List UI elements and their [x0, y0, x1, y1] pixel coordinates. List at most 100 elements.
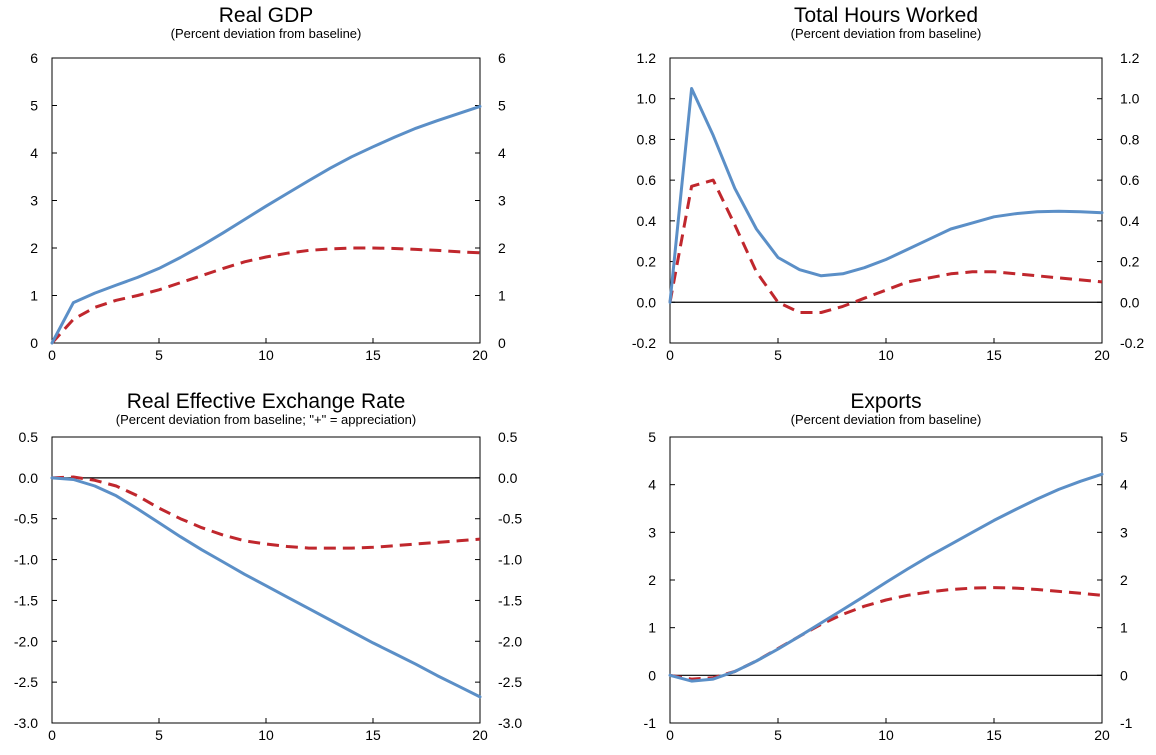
- plot-frame: [669, 436, 1103, 724]
- y-tick-label-left: -0.2: [632, 335, 656, 351]
- x-tick-label: 10: [878, 727, 894, 743]
- y-tick-label-left: -3.0: [14, 715, 38, 731]
- chart-subtitle: (Percent deviation from baseline): [791, 412, 982, 427]
- y-tick-label-right: 5: [498, 98, 506, 114]
- x-tick-label: 5: [155, 347, 163, 363]
- x-tick-label: 10: [258, 347, 274, 363]
- y-tick-label-right: 2: [1120, 572, 1128, 588]
- y-tick-label-left: 2: [30, 240, 38, 256]
- plot-frame: [669, 57, 1103, 344]
- y-tick-label-left: -2.5: [14, 674, 38, 690]
- y-tick-label-right: 0.2: [1120, 254, 1140, 270]
- y-tick-label-right: -3.0: [498, 715, 522, 731]
- x-tick-label: 20: [1094, 347, 1110, 363]
- x-tick-label: 0: [666, 727, 674, 743]
- y-tick-label-left: -1.0: [14, 552, 38, 568]
- series-line-dashed: [669, 586, 1103, 681]
- y-tick-label-left: 3: [30, 193, 38, 209]
- chart-title: Real Effective Exchange Rate: [127, 390, 406, 413]
- y-tick-label-left: -1.5: [14, 592, 38, 608]
- y-tick-label-right: 1.0: [1120, 91, 1140, 107]
- y-tick-label-left: 0.0: [19, 470, 39, 486]
- x-tick-label: 20: [472, 727, 488, 743]
- chart-subtitle: (Percent deviation from baseline): [791, 26, 982, 41]
- y-tick-label-right: 0.0: [1120, 294, 1140, 310]
- y-tick-label-left: 0.6: [637, 172, 657, 188]
- x-tick-label: 15: [365, 347, 381, 363]
- x-tick-label: 0: [666, 347, 674, 363]
- series-line-dashed: [50, 246, 481, 345]
- y-tick-label-left: 0: [30, 335, 38, 351]
- series-line-dashed: [668, 178, 1103, 314]
- y-tick-label-left: -1: [644, 715, 657, 731]
- y-tick-label-right: -2.0: [498, 633, 522, 649]
- y-tick-label-left: 4: [648, 477, 656, 493]
- y-tick-label-left: 0.0: [637, 294, 657, 310]
- y-tick-label-left: 1: [30, 288, 38, 304]
- x-tick-label: 0: [48, 347, 56, 363]
- x-tick-label: 5: [774, 727, 782, 743]
- y-tick-label-left: 2: [648, 572, 656, 588]
- series-line-solid: [50, 104, 482, 345]
- chart-title: Exports: [850, 390, 921, 413]
- y-tick-label-left: 0.4: [637, 213, 657, 229]
- x-tick-label: 15: [986, 727, 1002, 743]
- y-tick-label-right: -1.0: [498, 552, 522, 568]
- y-tick-label-right: -0.2: [1120, 335, 1144, 351]
- x-tick-label: 5: [774, 347, 782, 363]
- y-tick-label-right: 1.2: [1120, 50, 1140, 66]
- x-tick-label: 0: [48, 727, 56, 743]
- y-tick-label-left: 1.2: [637, 50, 657, 66]
- chart-panel-3: Real Effective Exchange Rate(Percent dev…: [14, 390, 522, 743]
- series-line-solid: [50, 476, 482, 699]
- y-tick-label-right: -2.5: [498, 674, 522, 690]
- y-tick-label-left: 4: [30, 145, 38, 161]
- y-tick-label-right: -1: [1120, 715, 1133, 731]
- y-tick-label-right: 3: [1120, 524, 1128, 540]
- y-tick-label-right: 0.8: [1120, 131, 1140, 147]
- x-tick-label: 10: [878, 347, 894, 363]
- y-tick-label-right: -0.5: [498, 511, 522, 527]
- chart-panel-2: Total Hours Worked(Percent deviation fro…: [632, 4, 1144, 363]
- x-tick-label: 20: [472, 347, 488, 363]
- x-tick-label: 15: [365, 727, 381, 743]
- y-tick-label-left: -2.0: [14, 633, 38, 649]
- y-tick-label-left: 1.0: [637, 91, 657, 107]
- chart-panel-1: Real GDP(Percent deviation from baseline…: [30, 4, 506, 363]
- y-tick-label-right: 4: [1120, 477, 1128, 493]
- y-tick-label-left: 0: [648, 667, 656, 683]
- y-tick-label-left: 5: [648, 429, 656, 445]
- y-tick-label-right: 6: [498, 50, 506, 66]
- chart-subtitle: (Percent deviation from baseline; "+" = …: [116, 412, 416, 427]
- y-tick-label-right: 2: [498, 240, 506, 256]
- chart-title: Real GDP: [219, 4, 314, 27]
- y-tick-label-right: -1.5: [498, 592, 522, 608]
- y-tick-label-right: 0: [498, 335, 506, 351]
- y-tick-label-left: 5: [30, 98, 38, 114]
- y-tick-label-right: 5: [1120, 429, 1128, 445]
- y-tick-label-left: 6: [30, 50, 38, 66]
- chart-subtitle: (Percent deviation from baseline): [171, 26, 362, 41]
- plot-frame: [51, 436, 481, 724]
- chart-title: Total Hours Worked: [794, 4, 978, 27]
- y-tick-label-right: 0.6: [1120, 172, 1140, 188]
- y-tick-label-right: 4: [498, 145, 506, 161]
- y-tick-label-right: 0.5: [498, 429, 518, 445]
- y-tick-label-left: -0.5: [14, 511, 38, 527]
- chart-panel-4: Exports(Percent deviation from baseline)…: [644, 390, 1133, 743]
- y-tick-label-left: 0.8: [637, 131, 657, 147]
- x-tick-label: 5: [155, 727, 163, 743]
- y-tick-label-left: 0.2: [637, 254, 657, 270]
- y-tick-label-right: 1: [1120, 620, 1128, 636]
- y-tick-label-right: 3: [498, 193, 506, 209]
- series-line-solid: [668, 87, 1104, 304]
- y-tick-label-right: 0: [1120, 667, 1128, 683]
- y-tick-label-right: 1: [498, 288, 506, 304]
- series-line-dashed: [51, 475, 481, 550]
- y-tick-label-left: 1: [648, 620, 656, 636]
- x-tick-label: 20: [1094, 727, 1110, 743]
- y-tick-label-left: 0.5: [19, 429, 39, 445]
- x-tick-label: 15: [986, 347, 1002, 363]
- y-tick-label-left: 3: [648, 524, 656, 540]
